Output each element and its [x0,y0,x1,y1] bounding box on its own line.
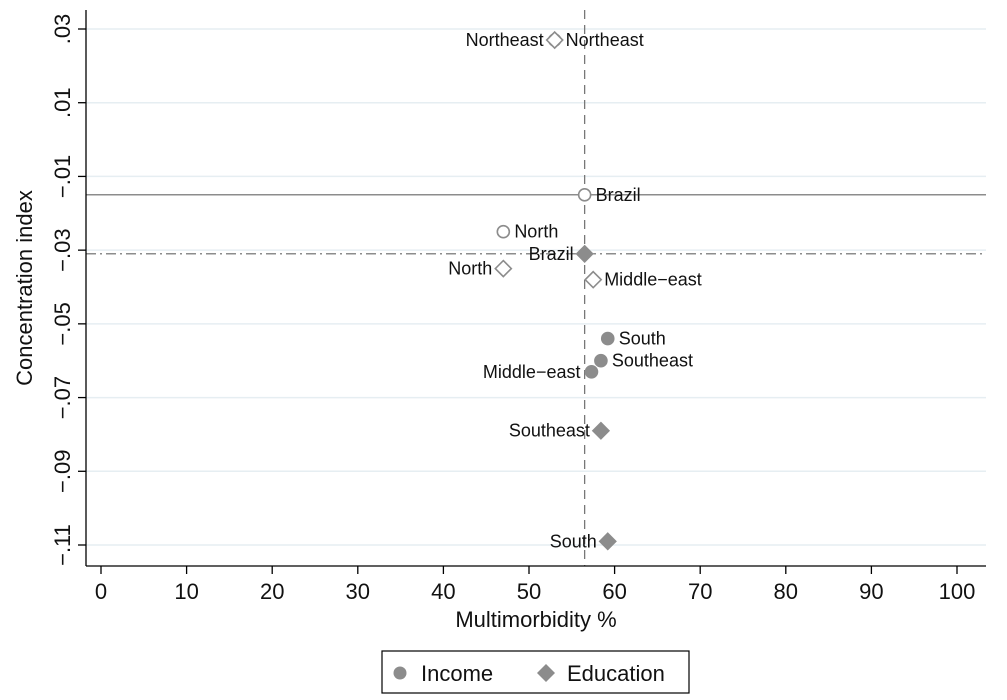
income-point [496,224,511,239]
income-point [577,188,592,202]
legend: Income Education [381,650,690,694]
education-point-label: Southeast [509,421,590,441]
income-point-label: Northeast [566,30,644,50]
legend-income-marker [393,666,407,680]
x-tick-label: 90 [859,579,883,604]
legend-education-marker [537,664,555,682]
education-point [575,244,594,263]
education-point-label: Brazil [529,244,574,264]
education-point [545,30,564,50]
x-tick-label: 70 [688,579,712,604]
income-point-label: Brazil [596,185,641,205]
y-tick-label: −.01 [50,155,75,198]
legend-box [381,650,690,694]
education-point [584,270,603,289]
y-tick-label: −.07 [50,376,75,419]
y-tick-label: −.05 [50,302,75,345]
y-tick-label: −.03 [50,228,75,271]
x-tick-label: 0 [95,579,107,604]
income-point [584,364,599,379]
x-tick-label: 50 [517,579,541,604]
y-tick-label: −.11 [50,524,75,566]
income-point-label: North [514,222,558,242]
y-tick-label: .01 [50,87,75,118]
data-points: NortheastBrazilNorthSouthSoutheastMiddle… [448,30,701,551]
x-tick-label: 30 [346,579,370,604]
axes: Multimorbidity % Concentration index 0 10… [12,10,986,632]
education-point-label: Middle−east [604,270,702,290]
income-point-label: South [619,329,666,349]
x-tick-label: 80 [774,579,798,604]
legend-education-label: Education [567,661,665,686]
income-point [594,353,608,368]
y-tick-label: −.09 [50,450,75,493]
x-axis-title: Multimorbidity % [455,607,616,632]
education-point [598,532,617,551]
x-tick-label: 40 [431,579,455,604]
income-point [600,331,615,346]
education-point [494,259,513,278]
grid-layer [86,28,986,546]
education-point [591,421,611,440]
reference-lines [86,10,986,566]
y-axis-title: Concentration index [12,190,37,386]
education-point-label: Northeast [466,30,544,50]
education-point-label: North [448,259,492,279]
income-point-label: Middle−east [483,362,581,382]
income-point-label: Southeast [612,351,693,371]
x-tick-label: 20 [260,579,284,604]
y-tick-label: .03 [50,14,75,45]
x-tick-label: 10 [174,579,198,604]
x-tick-label: 100 [939,579,976,604]
education-point-label: South [550,531,597,551]
legend-income-label: Income [421,661,493,686]
x-tick-label: 60 [602,579,626,604]
